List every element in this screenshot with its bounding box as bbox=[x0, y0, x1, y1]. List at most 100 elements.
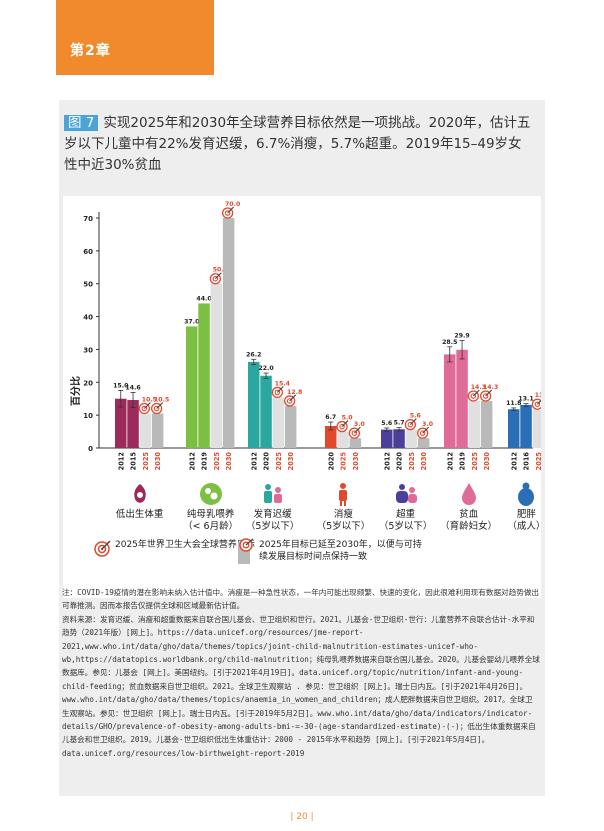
x-tick-label: 2025 bbox=[213, 452, 221, 471]
data-label: 11.8 bbox=[535, 392, 541, 399]
target-marker-inner bbox=[141, 405, 148, 412]
data-label: 14.3 bbox=[471, 384, 486, 391]
data-label: 11.8 bbox=[506, 400, 521, 407]
target-marker-dart bbox=[227, 206, 235, 214]
wasting-icon bbox=[339, 483, 348, 506]
x-tick-label: 2025 bbox=[142, 452, 150, 471]
x-tick-label: 2030 bbox=[287, 452, 295, 471]
page-number: | 20 | bbox=[290, 812, 314, 822]
data-label: 5.6 bbox=[410, 413, 421, 420]
x-tick-label: 2020 bbox=[263, 452, 271, 471]
x-tick-label: 2030 bbox=[420, 452, 428, 471]
y-tick-label: 60 bbox=[83, 248, 93, 256]
group-label-sub: （成人） bbox=[507, 521, 546, 532]
x-tick-label: 2016 bbox=[523, 452, 531, 471]
y-tick-label: 10 bbox=[83, 412, 93, 420]
figure-title-text: 实现2025年和2030年全球营养目标依然是一项挑战。2020年，估计五岁以下儿… bbox=[64, 115, 531, 173]
bar-2030 bbox=[284, 405, 297, 448]
data-label: 10.5 bbox=[142, 397, 157, 404]
legend-target-2025: 2025年世界卫生大会全球营养目标 bbox=[115, 540, 255, 550]
bar-2025 bbox=[405, 429, 418, 448]
target-marker-inner bbox=[534, 401, 541, 407]
x-tick-label: 2025 bbox=[408, 452, 416, 471]
bar-2030 bbox=[480, 401, 493, 448]
overweight-icon bbox=[395, 484, 417, 503]
target-marker-inner bbox=[224, 210, 231, 216]
target-marker-inner bbox=[351, 430, 358, 436]
target-marker-dart bbox=[156, 402, 164, 409]
group-label-name: 肥胖 bbox=[516, 509, 536, 520]
data-label: 13.1 bbox=[518, 396, 533, 403]
bar-2016 bbox=[520, 404, 532, 448]
bar-2019 bbox=[198, 303, 210, 448]
x-tick-label: 2025 bbox=[535, 452, 541, 471]
group-label: 贫血 （育龄妇女） bbox=[440, 509, 497, 533]
x-tick-label: 2025 bbox=[471, 452, 479, 471]
x-tick-label: 2019 bbox=[201, 452, 209, 471]
bar-2019 bbox=[456, 349, 468, 448]
bar-2025 bbox=[139, 413, 152, 448]
x-tick-label: 2030 bbox=[154, 452, 162, 471]
group-label-sub: （< 6月龄） bbox=[183, 521, 239, 532]
data-label: 50.0 bbox=[213, 267, 229, 274]
y-tick-label: 70 bbox=[83, 215, 93, 223]
x-tick-label: 2030 bbox=[352, 452, 360, 471]
source-paragraph: 资料来源：发育迟缓、消瘦和超重数据来自联合国儿基会、世卫组织和世行。2021。儿… bbox=[62, 614, 540, 758]
figure-title: 图 7 实现2025年和2030年全球营养目标依然是一项挑战。2020年，估计五岁… bbox=[64, 113, 534, 176]
bar-2020 bbox=[260, 375, 272, 448]
y-tick-label: 50 bbox=[83, 281, 93, 289]
target-marker-inner bbox=[482, 393, 489, 399]
bar-2030 bbox=[222, 218, 235, 448]
target-marker-inner bbox=[212, 275, 219, 282]
bar-2025 bbox=[272, 397, 285, 448]
bar-2012 bbox=[381, 429, 393, 448]
y-tick-label: 20 bbox=[83, 379, 93, 387]
bar-2012 bbox=[444, 354, 456, 448]
group-label: 消瘦 （5岁以下） bbox=[317, 509, 371, 533]
data-label: 3.0 bbox=[422, 421, 434, 428]
target-marker-dart bbox=[143, 402, 151, 409]
bar-2012 bbox=[248, 361, 260, 448]
bar-2020 bbox=[393, 429, 405, 448]
breastfeeding-icon bbox=[199, 483, 222, 505]
target-marker-inner bbox=[419, 430, 426, 436]
x-tick-label: 2012 bbox=[510, 452, 518, 471]
chapter-tab: 第2章 bbox=[56, 0, 214, 75]
data-label: 12.8 bbox=[287, 389, 302, 396]
data-label: 28.5 bbox=[442, 339, 457, 346]
data-label: 6.7 bbox=[325, 414, 336, 421]
data-label: 5.7 bbox=[394, 420, 405, 427]
data-label: 14.6 bbox=[125, 384, 140, 391]
x-tick-label: 2012 bbox=[250, 452, 258, 471]
y-tick-label: 0 bbox=[88, 445, 93, 453]
data-label: 15.4 bbox=[275, 380, 291, 387]
target-marker-ring bbox=[531, 398, 541, 410]
target-marker-inner bbox=[274, 389, 281, 396]
group-label: 纯母乳喂养 （< 6月龄） bbox=[183, 509, 238, 533]
x-tick-label: 2025 bbox=[340, 452, 348, 471]
x-tick-label: 2020 bbox=[327, 452, 335, 471]
x-tick-label: 2012 bbox=[383, 452, 391, 471]
target-marker-dart bbox=[536, 399, 541, 405]
target-marker-dart bbox=[276, 386, 284, 393]
target-marker-dart bbox=[353, 426, 361, 434]
x-tick-label: 2019 bbox=[459, 452, 467, 471]
target-marker-dart bbox=[409, 418, 417, 425]
group-label-name: 低出生体重 bbox=[115, 509, 164, 520]
target-2030-legend-icon bbox=[238, 538, 254, 564]
target-marker-dart bbox=[214, 272, 222, 280]
anemia-icon bbox=[461, 483, 476, 505]
data-label: 26.2 bbox=[246, 351, 261, 358]
legend-target-2030: 2025年目标已延至2030年，以便与可持续发展目标时间点保持一致 bbox=[259, 540, 422, 562]
target-marker-dart bbox=[289, 394, 297, 402]
x-tick-label: 2030 bbox=[225, 452, 233, 471]
data-label: 29.9 bbox=[454, 333, 469, 340]
figure-label: 图 7 bbox=[64, 115, 99, 131]
target-2025-legend-icon bbox=[94, 540, 111, 557]
x-tick-label: 2015 bbox=[130, 452, 138, 471]
group-label-sub: （育龄妇女） bbox=[440, 521, 498, 532]
group-label-sub: （5岁以下） bbox=[378, 521, 433, 532]
data-label: 10.5 bbox=[154, 397, 169, 404]
data-label: 37.0 bbox=[184, 318, 200, 325]
data-label: 5.0 bbox=[342, 415, 354, 422]
